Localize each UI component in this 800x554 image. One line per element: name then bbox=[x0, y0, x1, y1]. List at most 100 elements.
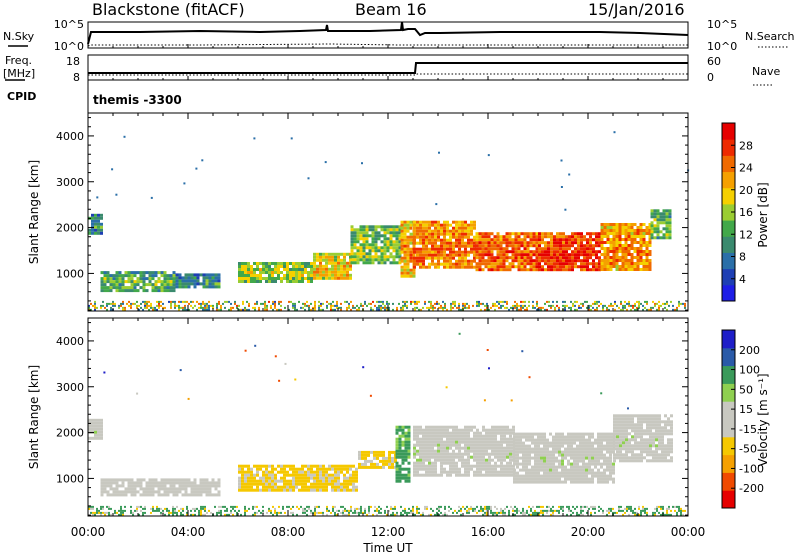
heatmap-cell bbox=[636, 241, 640, 244]
heatmap-cell bbox=[428, 425, 431, 429]
heatmap-cell bbox=[547, 256, 550, 260]
heatmap-cell bbox=[452, 431, 455, 435]
heatmap-cell bbox=[374, 246, 378, 250]
heatmap-cell bbox=[283, 485, 286, 489]
heatmap-cell bbox=[370, 450, 373, 454]
heatmap-cell bbox=[230, 306, 232, 309]
heatmap-cell bbox=[487, 265, 491, 269]
heatmap-cell bbox=[383, 237, 387, 241]
heatmap-cell bbox=[392, 225, 396, 229]
heatmap-cell bbox=[470, 247, 473, 251]
heatmap-cell bbox=[458, 232, 461, 236]
heatmap-cell bbox=[624, 229, 628, 232]
heatmap-cell bbox=[461, 452, 464, 456]
heatmap-cell bbox=[94, 222, 97, 226]
heatmap-cell bbox=[606, 480, 609, 484]
heatmap-cell bbox=[449, 247, 452, 251]
heatmap-cell bbox=[609, 447, 612, 451]
heatmap-cell bbox=[455, 250, 458, 254]
heatmap-cell bbox=[455, 434, 458, 438]
heatmap-cell bbox=[606, 468, 609, 472]
heatmap-cell bbox=[485, 473, 488, 477]
heatmap-cell bbox=[664, 447, 667, 451]
heatmap-cell bbox=[658, 414, 661, 418]
heatmap-cell bbox=[538, 232, 541, 236]
heatmap-cell bbox=[212, 306, 214, 309]
heatmap-cell bbox=[653, 212, 657, 216]
heatmap-cell bbox=[241, 277, 244, 280]
heatmap-cell bbox=[97, 222, 100, 226]
heatmap-cell bbox=[211, 285, 215, 289]
heatmap-cell bbox=[634, 423, 637, 427]
heatmap-cell bbox=[524, 308, 526, 311]
heatmap-cell bbox=[455, 470, 458, 474]
heatmap-cell bbox=[511, 244, 515, 248]
heatmap-cell bbox=[325, 267, 328, 271]
heatmap-cell bbox=[259, 262, 262, 265]
heatmap-cell bbox=[190, 300, 192, 303]
heatmap-cell bbox=[196, 490, 200, 494]
heatmap-cell bbox=[580, 259, 583, 263]
heatmap-cell bbox=[464, 449, 467, 453]
heatmap-cell bbox=[336, 302, 338, 305]
heatmap-cell bbox=[130, 280, 134, 284]
heatmap-cell bbox=[120, 505, 122, 508]
heatmap-cell bbox=[343, 264, 346, 268]
heatmap-cell bbox=[637, 423, 640, 427]
heatmap-cell bbox=[241, 268, 244, 271]
heatmap-cell bbox=[434, 461, 437, 465]
heatmap-cell bbox=[437, 229, 440, 233]
heatmap-cell bbox=[547, 265, 550, 269]
heatmap-cell bbox=[518, 304, 520, 307]
heatmap-cell bbox=[637, 441, 640, 445]
heatmap-cell bbox=[618, 306, 620, 309]
heatmap-cell bbox=[389, 252, 393, 256]
heatmap-cell bbox=[152, 509, 154, 512]
heatmap-cell bbox=[404, 458, 408, 462]
heatmap-cell bbox=[573, 447, 576, 451]
heatmap-cell bbox=[331, 482, 334, 486]
heatmap-cell bbox=[461, 262, 464, 266]
heatmap-cell bbox=[103, 277, 107, 281]
heatmap-cell bbox=[133, 274, 137, 278]
colorbar-segment bbox=[722, 171, 735, 189]
heatmap-cell bbox=[619, 423, 622, 427]
heatmap-cell bbox=[346, 464, 349, 468]
heatmap-cell bbox=[334, 264, 337, 268]
heatmap-cell bbox=[438, 302, 440, 305]
heatmap-cell bbox=[511, 238, 515, 242]
heatmap-cell bbox=[585, 477, 588, 481]
heatmap-cell bbox=[346, 308, 348, 311]
heatmap-cell bbox=[319, 258, 322, 262]
freq-series-line bbox=[88, 62, 688, 74]
heatmap-cell bbox=[214, 487, 218, 491]
heatmap-cell bbox=[594, 471, 597, 475]
heatmap-cell bbox=[295, 476, 298, 480]
heatmap-cell bbox=[379, 465, 382, 469]
heatmap-cell bbox=[576, 453, 579, 457]
heatmap-cell bbox=[615, 253, 619, 256]
heatmap-cell bbox=[158, 300, 160, 303]
heatmap-cell bbox=[467, 253, 470, 257]
heatmap-cell bbox=[398, 249, 402, 253]
heatmap-cell bbox=[621, 229, 625, 232]
heatmap-cell bbox=[622, 414, 625, 418]
heatmap-cell bbox=[529, 259, 533, 263]
heatmap-cell bbox=[409, 256, 413, 260]
heatmap-cell bbox=[290, 137, 293, 140]
heatmap-cell bbox=[337, 470, 340, 474]
heatmap-cell bbox=[473, 256, 476, 260]
heatmap-cell bbox=[485, 458, 488, 462]
colorbar-segment bbox=[722, 220, 735, 237]
heatmap-cell bbox=[449, 464, 452, 468]
heatmap-cell bbox=[577, 253, 580, 257]
heatmap-cell bbox=[591, 468, 594, 472]
heatmap-cell bbox=[268, 271, 271, 274]
heatmap-cell bbox=[636, 247, 640, 250]
heatmap-cell bbox=[648, 308, 650, 311]
heatmap-cell bbox=[624, 304, 626, 307]
heatmap-cell bbox=[404, 446, 408, 450]
heatmap-cell bbox=[476, 431, 479, 435]
heatmap-cell bbox=[525, 474, 528, 478]
heatmap-cell bbox=[643, 456, 646, 460]
